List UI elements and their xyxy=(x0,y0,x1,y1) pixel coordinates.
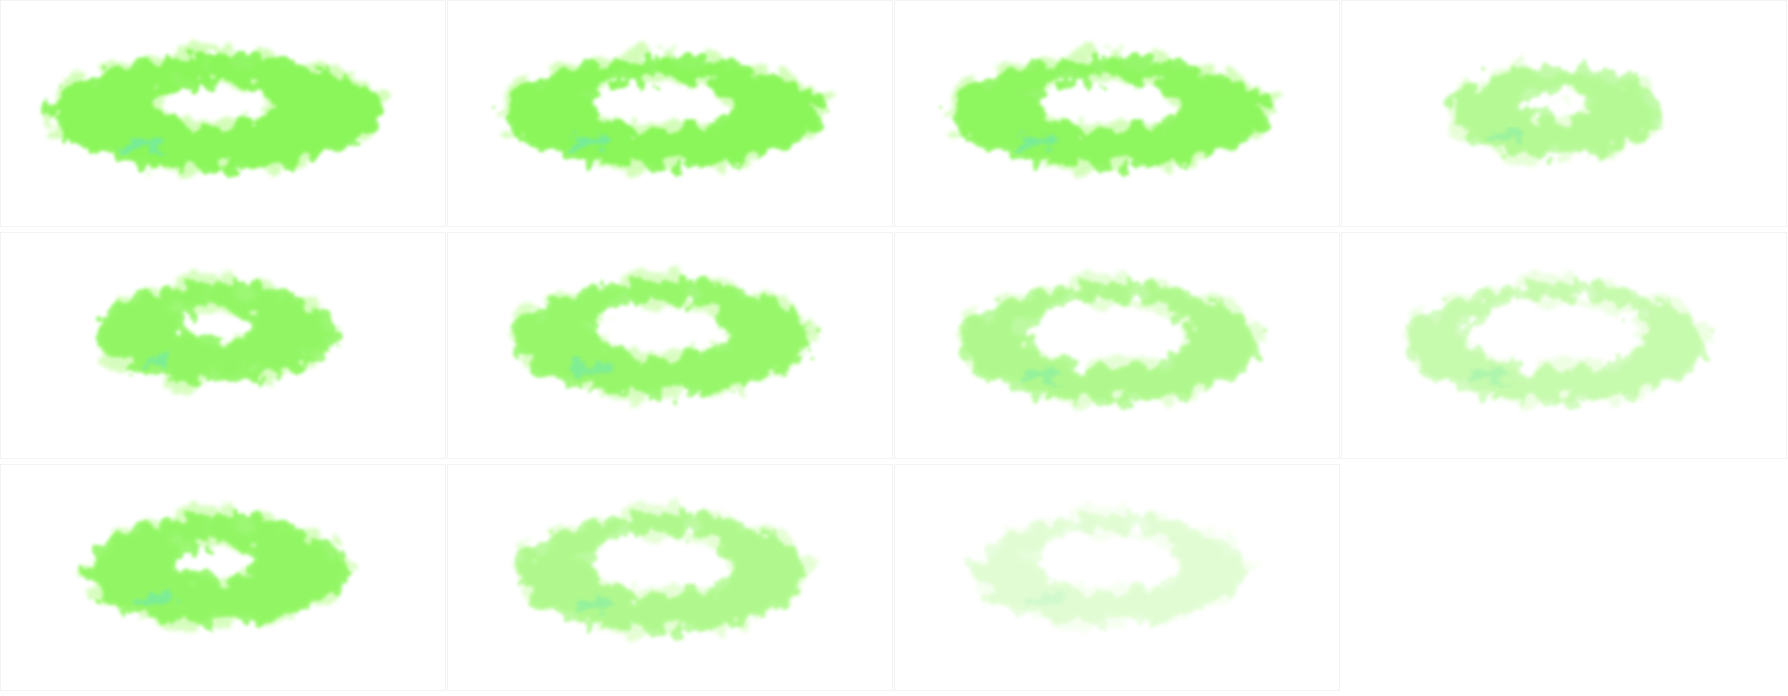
frame-border xyxy=(1341,232,1787,459)
frame-border xyxy=(894,464,1340,691)
frame-border xyxy=(447,464,893,691)
smoke-body xyxy=(959,282,1259,402)
smoke-highlight xyxy=(1019,367,1064,383)
sprite-frame xyxy=(1341,0,1787,227)
frame-border xyxy=(447,0,893,227)
smoke-body xyxy=(85,514,345,624)
smoke-body xyxy=(95,282,335,382)
sprite-frame xyxy=(1341,232,1787,459)
smoke-highlight xyxy=(566,135,614,149)
smoke-body xyxy=(1451,67,1661,157)
frame-border xyxy=(1341,0,1787,227)
smoke-body xyxy=(502,57,822,167)
frame-border xyxy=(0,232,446,459)
sprite-frame xyxy=(447,464,893,691)
smoke-body xyxy=(1406,282,1706,402)
sprite-frame xyxy=(894,232,1340,459)
smoke-highlight xyxy=(116,136,166,151)
sprite-frame xyxy=(447,232,893,459)
frame-border xyxy=(447,232,893,459)
smoke-body xyxy=(50,54,380,170)
sprite-frame xyxy=(0,232,446,459)
smoke-body xyxy=(512,279,812,395)
smoke-body xyxy=(517,511,807,633)
smoke-highlight xyxy=(575,597,619,613)
frame-border xyxy=(0,464,446,691)
sprite-frame xyxy=(447,0,893,227)
smoke-highlight xyxy=(1013,135,1061,149)
smoke-body xyxy=(949,57,1269,167)
smoke-highlight xyxy=(137,592,176,606)
smoke-highlight xyxy=(1466,367,1511,383)
frame-border xyxy=(894,0,1340,227)
smoke-highlight xyxy=(572,361,617,376)
frame-border xyxy=(0,0,446,227)
sprite-frame xyxy=(0,0,446,227)
smoke-highlight xyxy=(1493,131,1525,143)
frame-border xyxy=(894,232,1340,459)
sprite-frame xyxy=(894,0,1340,227)
smoke-highlight xyxy=(1028,592,1069,606)
smoke-body xyxy=(974,513,1244,625)
smoke-highlight xyxy=(143,353,179,366)
sprite-frame xyxy=(0,464,446,691)
sprite-frame xyxy=(894,464,1340,691)
